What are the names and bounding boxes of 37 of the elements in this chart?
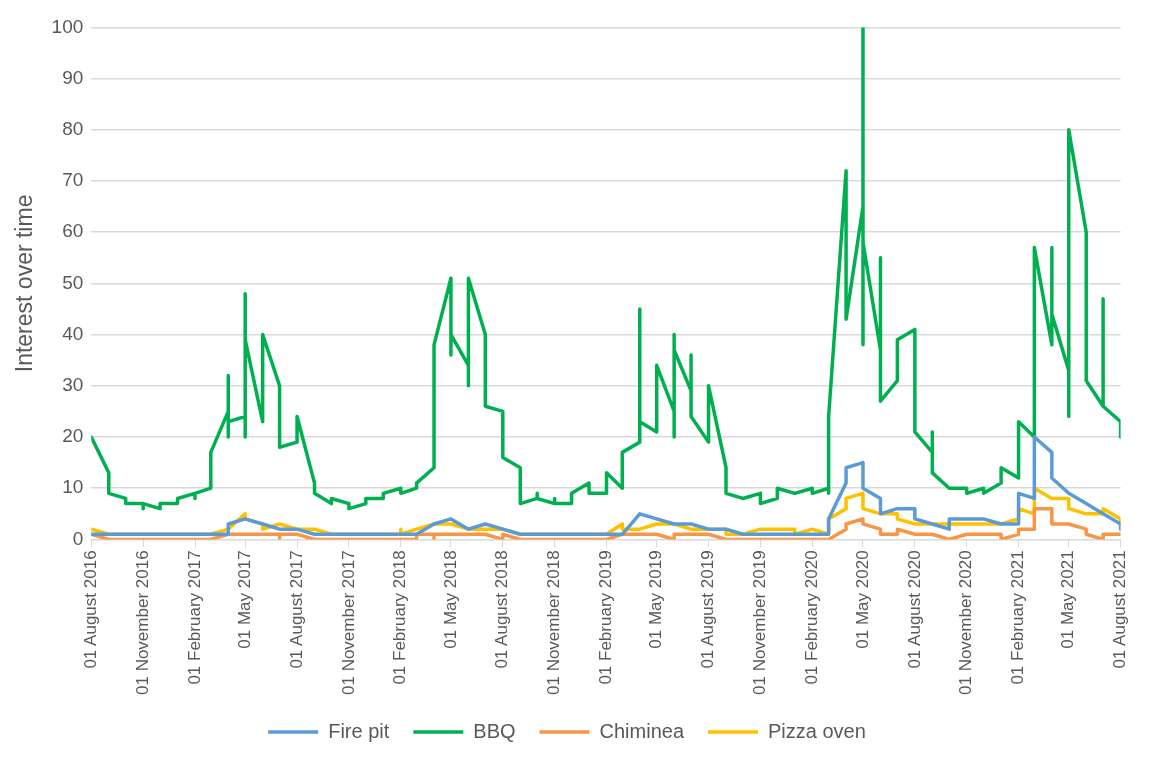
x-tick-label: 01 February 2020 [801,550,821,685]
y-tick-label: 10 [62,476,84,498]
legend-label: BBQ [473,719,516,742]
x-tick-label: 01 August 2019 [698,550,718,669]
x-tick-label: 01 May 2017 [234,550,254,649]
legend-label: Chiminea [599,719,685,742]
x-tick-label: 01 February 2017 [184,550,204,685]
x-tick-label: 01 August 2020 [904,550,924,669]
y-tick-label: 70 [62,169,84,191]
y-tick-label: 50 [62,271,84,293]
x-tick-label: 01 May 2018 [440,550,460,649]
x-tick-label: 01 November 2016 [132,550,152,695]
x-tick-label: 01 November 2020 [956,550,976,695]
x-tick-label: 01 August 2021 [1110,550,1130,669]
x-tick-label: 01 November 2019 [750,550,770,695]
y-tick-label: 60 [62,220,84,242]
y-tick-label: 30 [62,374,84,396]
legend-label: Fire pit [328,719,390,742]
y-tick-label: 90 [62,66,84,88]
y-tick-label: 0 [72,527,84,549]
y-tick-label: 80 [62,118,84,140]
y-tick-label: 20 [62,425,84,447]
x-tick-label: 01 February 2021 [1008,550,1028,685]
x-tick-label: 01 February 2019 [596,550,616,685]
x-tick-label: 01 May 2019 [646,550,666,649]
x-tick-label: 01 November 2017 [338,550,358,695]
x-tick-label: 01 November 2018 [544,550,564,695]
legend-label: Pizza oven [768,719,866,742]
y-tick-label: 100 [51,15,84,37]
x-tick-label: 01 May 2020 [852,550,872,649]
x-tick-label: 01 May 2021 [1058,550,1078,649]
y-tick-label: 40 [62,322,84,344]
x-tick-label: 01 August 2018 [492,550,512,669]
x-tick-label: 01 August 2017 [286,550,306,669]
x-tick-label: 01 August 2016 [80,550,100,669]
y-axis-title: Interest over time [11,194,38,373]
x-tick-label: 01 February 2018 [390,550,410,685]
